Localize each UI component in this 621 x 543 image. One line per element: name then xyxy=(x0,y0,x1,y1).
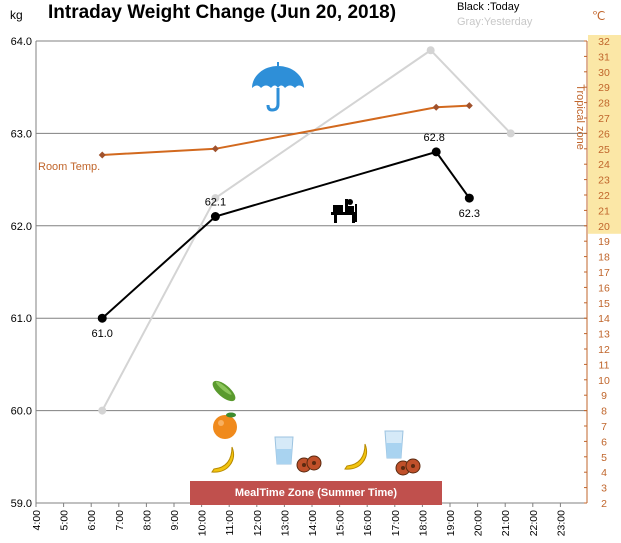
room-temp-line xyxy=(102,104,470,156)
x-tick-label: 16:00 xyxy=(362,510,374,536)
orange-icon xyxy=(213,412,237,439)
y2-tick-label: 7 xyxy=(601,421,607,433)
right-axis-unit: ℃ xyxy=(592,9,606,23)
water-glass-icon xyxy=(384,430,404,459)
y2-tick-label: 32 xyxy=(598,36,610,48)
y2-tick-label: 23 xyxy=(598,175,610,187)
yesterday-point xyxy=(506,129,515,138)
cookie-icon xyxy=(395,458,421,476)
y2-tick-label: 31 xyxy=(598,51,610,63)
tropical-zone-band xyxy=(588,35,621,234)
cookie-icon xyxy=(296,455,322,473)
room-temp-point xyxy=(432,103,440,111)
room-temp-label: Room Temp. xyxy=(38,161,101,173)
data-label: 61.0 xyxy=(92,328,113,340)
banana-icon xyxy=(211,446,235,473)
today-point xyxy=(97,313,107,323)
y2-tick-label: 10 xyxy=(598,375,610,387)
y2-tick-label: 19 xyxy=(598,236,610,248)
y-tick-label: 61.0 xyxy=(11,313,32,325)
today-point xyxy=(210,212,220,222)
y2-tick-label: 21 xyxy=(598,205,610,217)
x-tick-label: 12:00 xyxy=(252,510,264,536)
x-tick-label: 9:00 xyxy=(169,510,181,531)
y2-tick-label: 14 xyxy=(598,313,610,325)
legend-today: Black :Today xyxy=(457,1,520,13)
y2-tick-label: 12 xyxy=(598,344,610,356)
y-tick-label: 62.0 xyxy=(11,221,32,233)
y2-tick-label: 6 xyxy=(601,436,607,448)
chart-title: Intraday Weight Change (Jun 20, 2018) xyxy=(48,2,397,23)
today-point xyxy=(464,193,474,203)
y2-tick-label: 24 xyxy=(598,159,610,171)
yesterday-point xyxy=(98,406,107,415)
y2-tick-label: 30 xyxy=(598,67,610,79)
today-point xyxy=(431,147,441,157)
y2-tick-label: 15 xyxy=(598,298,610,310)
y2-tick-label: 2 xyxy=(601,498,607,510)
room-temp-point xyxy=(465,102,473,110)
y2-tick-label: 13 xyxy=(598,329,610,341)
x-tick-label: 15:00 xyxy=(335,510,347,536)
y-tick-label: 60.0 xyxy=(11,406,32,418)
y2-tick-label: 28 xyxy=(598,98,610,110)
legend-yesterday: Gray:Yesterday xyxy=(457,16,533,28)
cucumber-icon xyxy=(212,380,236,402)
x-tick-label: 8:00 xyxy=(141,510,153,531)
x-tick-label: 20:00 xyxy=(473,510,485,536)
y2-tick-label: 11 xyxy=(599,359,610,371)
x-tick-label: 10:00 xyxy=(197,510,209,536)
x-tick-label: 5:00 xyxy=(59,510,71,531)
room-temp-point xyxy=(98,151,106,159)
today-line xyxy=(101,150,471,319)
meal-time-zone-bar: MealTime Zone (Summer Time) xyxy=(190,481,442,505)
y2-tick-label: 4 xyxy=(601,467,607,479)
x-tick-label: 19:00 xyxy=(445,510,457,536)
water-glass-icon xyxy=(274,436,294,465)
x-tick-label: 6:00 xyxy=(86,510,98,531)
y-tick-label: 63.0 xyxy=(11,128,32,140)
yesterday-line xyxy=(101,48,512,412)
y2-tick-label: 3 xyxy=(601,483,607,495)
y2-tick-label: 9 xyxy=(601,390,607,402)
x-tick-label: 21:00 xyxy=(500,510,512,536)
y2-tick-label: 20 xyxy=(598,221,610,233)
room-temp-point xyxy=(211,145,219,153)
y2-tick-label: 16 xyxy=(598,282,610,294)
x-tick-label: 11:00 xyxy=(224,510,236,536)
left-axis-unit: kg xyxy=(10,8,23,22)
desk-worker-icon xyxy=(331,199,357,223)
y2-tick-label: 5 xyxy=(601,452,607,464)
y2-tick-label: 26 xyxy=(598,128,610,140)
x-tick-label: 7:00 xyxy=(114,510,126,531)
y2-tick-label: 29 xyxy=(598,82,610,94)
x-tick-label: 18:00 xyxy=(417,510,429,536)
x-tick-label: 17:00 xyxy=(390,510,402,536)
y2-tick-label: 27 xyxy=(598,113,610,125)
tropical-zone-label: Tropical zone xyxy=(574,84,586,150)
yesterday-point xyxy=(426,46,435,55)
umbrella-icon xyxy=(252,62,304,112)
banana-icon xyxy=(344,443,368,470)
x-tick-label: 4:00 xyxy=(31,510,43,531)
y2-tick-label: 18 xyxy=(598,252,610,264)
y2-tick-label: 8 xyxy=(601,406,607,418)
y-tick-label: 64.0 xyxy=(11,36,32,48)
x-tick-label: 23:00 xyxy=(555,510,567,536)
y2-tick-label: 22 xyxy=(598,190,610,202)
x-tick-label: 13:00 xyxy=(279,510,291,536)
yesterday-point xyxy=(211,194,220,203)
y2-tick-label: 25 xyxy=(598,144,610,156)
y-tick-label: 59.0 xyxy=(11,498,32,510)
data-label: 62.8 xyxy=(423,132,444,144)
x-tick-label: 14:00 xyxy=(307,510,319,536)
data-label: 62.3 xyxy=(459,208,480,220)
x-tick-label: 22:00 xyxy=(528,510,540,536)
y2-tick-label: 17 xyxy=(598,267,610,279)
data-label: 62.1 xyxy=(205,197,226,209)
